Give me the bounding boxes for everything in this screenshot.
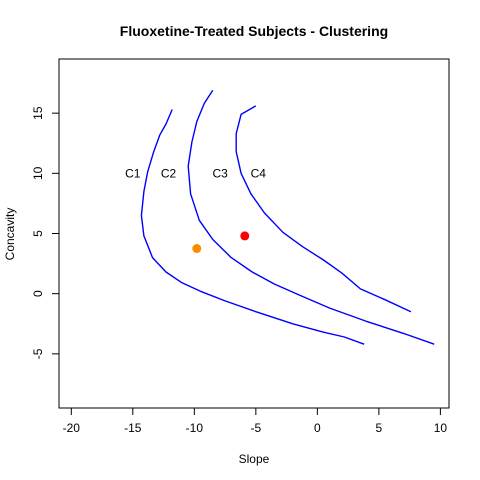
y-tick-label: 10: [31, 166, 45, 180]
boundary-1-line: [140, 109, 365, 345]
red-point: [240, 231, 250, 241]
y-tick-label: 5: [31, 230, 45, 237]
x-axis-label: Slope: [239, 452, 270, 466]
chart-title: Fluoxetine-Treated Subjects - Clustering: [120, 23, 388, 39]
y-axis-ticks: -5 0 5 10 15: [31, 106, 60, 359]
orange-point: [192, 244, 202, 254]
cluster-label-c3: C3: [212, 167, 228, 181]
x-tick-label: -15: [124, 421, 142, 435]
y-tick-label: 0: [31, 290, 45, 297]
cluster-label-c4: C4: [251, 167, 267, 181]
x-tick-label: -20: [63, 421, 81, 435]
x-tick-label: 5: [376, 421, 383, 435]
x-tick-label: -5: [251, 421, 262, 435]
x-tick-label: -10: [186, 421, 204, 435]
plot-frame: [58, 58, 450, 409]
cluster-label-c1: C1: [125, 167, 141, 181]
x-tick-label: 10: [434, 421, 448, 435]
boundary-2-line: [187, 89, 435, 345]
y-axis-label: Concavity: [3, 208, 17, 261]
x-axis-ticks: -20 -15 -10 -5 0 5 10: [63, 407, 448, 435]
cluster-label-c2: C2: [161, 167, 177, 181]
x-tick-label: 0: [314, 421, 321, 435]
y-tick-label: 15: [31, 106, 45, 120]
cluster-labels: C1 C2 C3 C4: [125, 167, 266, 181]
boundary-3-line: [235, 105, 412, 313]
cluster-boundaries: [140, 89, 435, 345]
y-tick-label: -5: [31, 348, 45, 359]
data-points: [192, 231, 250, 254]
